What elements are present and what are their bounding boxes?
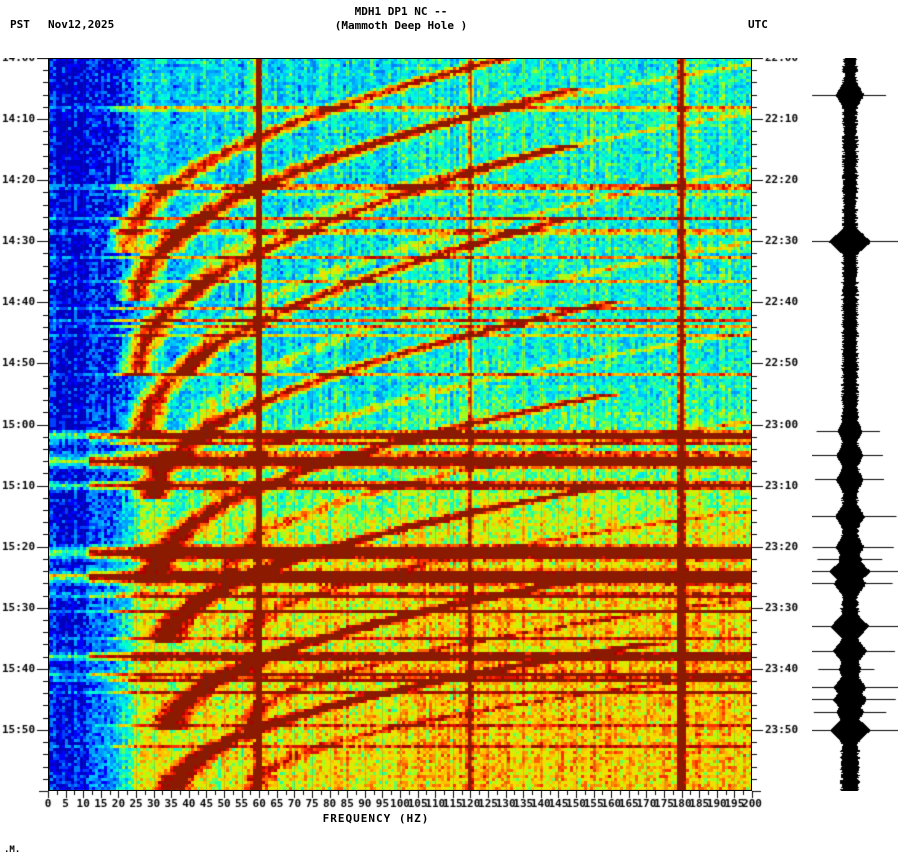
seismogram-trace-panel[interactable] (812, 58, 898, 791)
station-code-title: MDH1 DP1 NC -- (354, 5, 448, 18)
spectrogram-plot[interactable] (48, 58, 752, 791)
frequency-axis-bottom (0, 791, 800, 815)
timezone-left-label: PST (10, 18, 30, 31)
station-name-title: (Mammoth Deep Hole ) (334, 19, 468, 32)
corner-glyph: .M. (4, 845, 21, 855)
seismogram-trace-canvas[interactable] (812, 58, 898, 791)
spectrogram-canvas[interactable] (48, 58, 752, 791)
date-label: Nov12,2025 (48, 18, 115, 31)
frequency-axis-label: FREQUENCY (HZ) (322, 812, 430, 825)
header: PST Nov12,2025 MDH1 DP1 NC -- (Mammoth D… (0, 0, 902, 50)
timezone-right-label: UTC (748, 18, 768, 31)
time-axis-left-pst (0, 58, 48, 798)
